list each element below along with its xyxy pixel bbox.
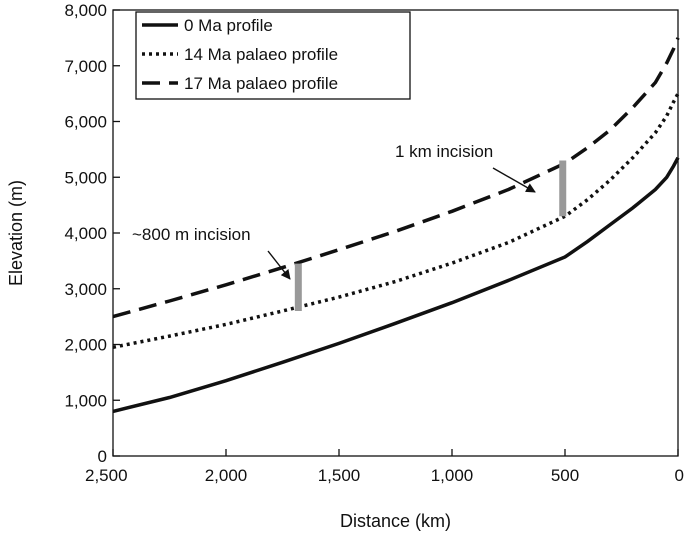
legend-label-0: 0 Ma profile bbox=[184, 16, 273, 35]
y-tick-label-2: 2,000 bbox=[64, 336, 107, 355]
legend-label-2: 17 Ma palaeo profile bbox=[184, 74, 338, 93]
y-tick-label-0: 0 bbox=[98, 447, 107, 466]
y-tick-label-5: 5,000 bbox=[64, 168, 107, 187]
y-tick-label-4: 4,000 bbox=[64, 224, 107, 243]
incision-label-1: 1 km incision bbox=[395, 142, 493, 161]
series-line-0 bbox=[112, 156, 680, 414]
y-tick-label-3: 3,000 bbox=[64, 280, 107, 299]
y-tick-label-7: 7,000 bbox=[64, 57, 107, 76]
x-tick-label-1: 2,000 bbox=[205, 466, 248, 485]
legend-label-1: 14 Ma palaeo profile bbox=[184, 45, 338, 64]
legend-box bbox=[135, 11, 411, 100]
series-line-1 bbox=[112, 92, 680, 350]
plot-marks bbox=[112, 37, 680, 414]
incision-label-0: ~800 m incision bbox=[132, 225, 251, 244]
y-axis-title: Elevation (m) bbox=[6, 180, 26, 286]
x-tick-label-0: 2,500 bbox=[85, 466, 128, 485]
legend: 0 Ma profile 14 Ma palaeo profile 17 Ma pa… bbox=[135, 11, 411, 100]
axes: 0 1,000 2,000 3,000 4,000 5,000 6,000 7,000 8,00… bbox=[6, 1, 684, 531]
x-tick-label-5: 0 bbox=[675, 466, 684, 485]
x-tick-label-3: 1,000 bbox=[431, 466, 474, 485]
incision-arrow-0 bbox=[267, 250, 291, 280]
x-tick-label-4: 500 bbox=[551, 466, 579, 485]
incision-arrow-1 bbox=[492, 167, 536, 193]
y-tick-label-1: 1,000 bbox=[64, 391, 107, 410]
y-tick-label-6: 6,000 bbox=[64, 113, 107, 132]
y-tick-label-8: 8,000 bbox=[64, 1, 107, 20]
x-tick-label-2: 1,500 bbox=[318, 466, 361, 485]
annotations: ~800 m incision 1 km incision bbox=[132, 142, 567, 312]
x-axis-title: Distance (km) bbox=[340, 511, 451, 531]
series-line-2 bbox=[112, 37, 680, 319]
